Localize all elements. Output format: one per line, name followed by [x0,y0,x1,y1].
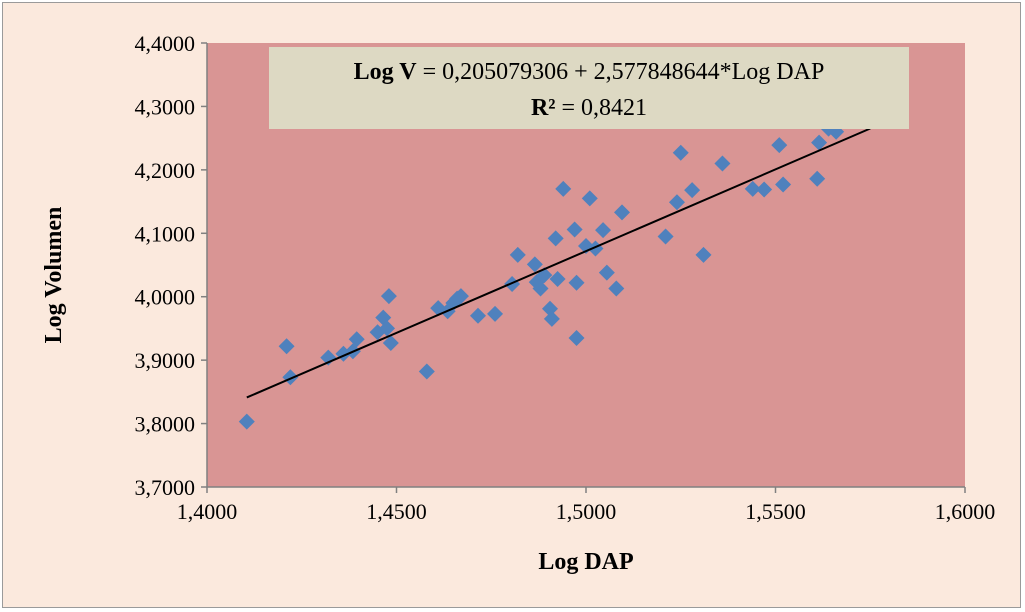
data-point [278,338,295,355]
x-tick-label: 1,5500 [745,499,806,524]
data-point [775,176,792,193]
trendline [246,127,871,399]
x-tick-label: 1,6000 [935,499,996,524]
data-point [566,221,583,238]
data-point [532,280,549,297]
data-point [487,305,504,322]
data-point [756,181,773,198]
data-point [714,155,731,172]
x-tick-label: 1,5000 [556,499,617,524]
data-point [238,413,255,430]
data-point [598,264,615,281]
regression-equation: Log V = 0,205079306 + 2,577848644*Log DA… [354,59,825,85]
data-point [695,246,712,263]
scatter-chart: 3,7000 3,8000 3,9000 4,0000 4,1000 4,2000 4,30… [41,31,996,575]
data-point [668,194,685,211]
data-point [809,170,826,187]
data-point [541,300,558,317]
data-point [684,182,701,199]
data-point [526,256,543,273]
data-point [509,246,526,263]
y-tick-label: 3,9000 [135,348,196,373]
data-point [657,228,674,245]
data-point [379,320,396,337]
y-axis-title: Log Volumen [41,207,67,344]
data-point [382,335,399,352]
data-point [549,270,566,287]
data-point [452,288,469,305]
data-point [469,307,486,324]
data-point [348,331,365,348]
data-point [595,222,612,239]
y-tick-label: 4,3000 [135,94,196,119]
r-squared-label: R² [531,95,556,121]
x-tick-label: 1,4000 [177,499,238,524]
data-point [568,329,585,346]
r-squared: R² = 0,8421 [531,95,647,121]
data-point [811,134,828,151]
y-tick-label: 4,1000 [135,221,196,246]
data-point [608,280,625,297]
data-point [771,137,788,154]
data-point [581,190,598,207]
y-tick-label: 4,0000 [135,285,196,310]
equation-box [269,47,909,129]
data-point [614,204,631,221]
data-point [672,144,689,161]
x-tick-label: 1,4500 [366,499,427,524]
y-tick-label: 4,2000 [135,158,196,183]
data-point [568,274,585,291]
y-tick-label: 3,7000 [135,475,196,500]
data-point [418,363,435,380]
data-point [547,230,564,247]
x-axis-title: Log DAP [538,549,633,575]
data-point [543,310,560,327]
data-point [744,180,761,197]
r-squared-value: = 0,8421 [555,95,647,121]
equation-rhs: = 0,205079306 + 2,577848644*Log DAP [417,59,825,85]
equation-lhs: Log V [354,59,418,85]
y-tick-label: 4,4000 [135,31,196,56]
data-point [555,180,572,197]
data-point [380,288,397,305]
y-tick-label: 3,8000 [135,412,196,437]
